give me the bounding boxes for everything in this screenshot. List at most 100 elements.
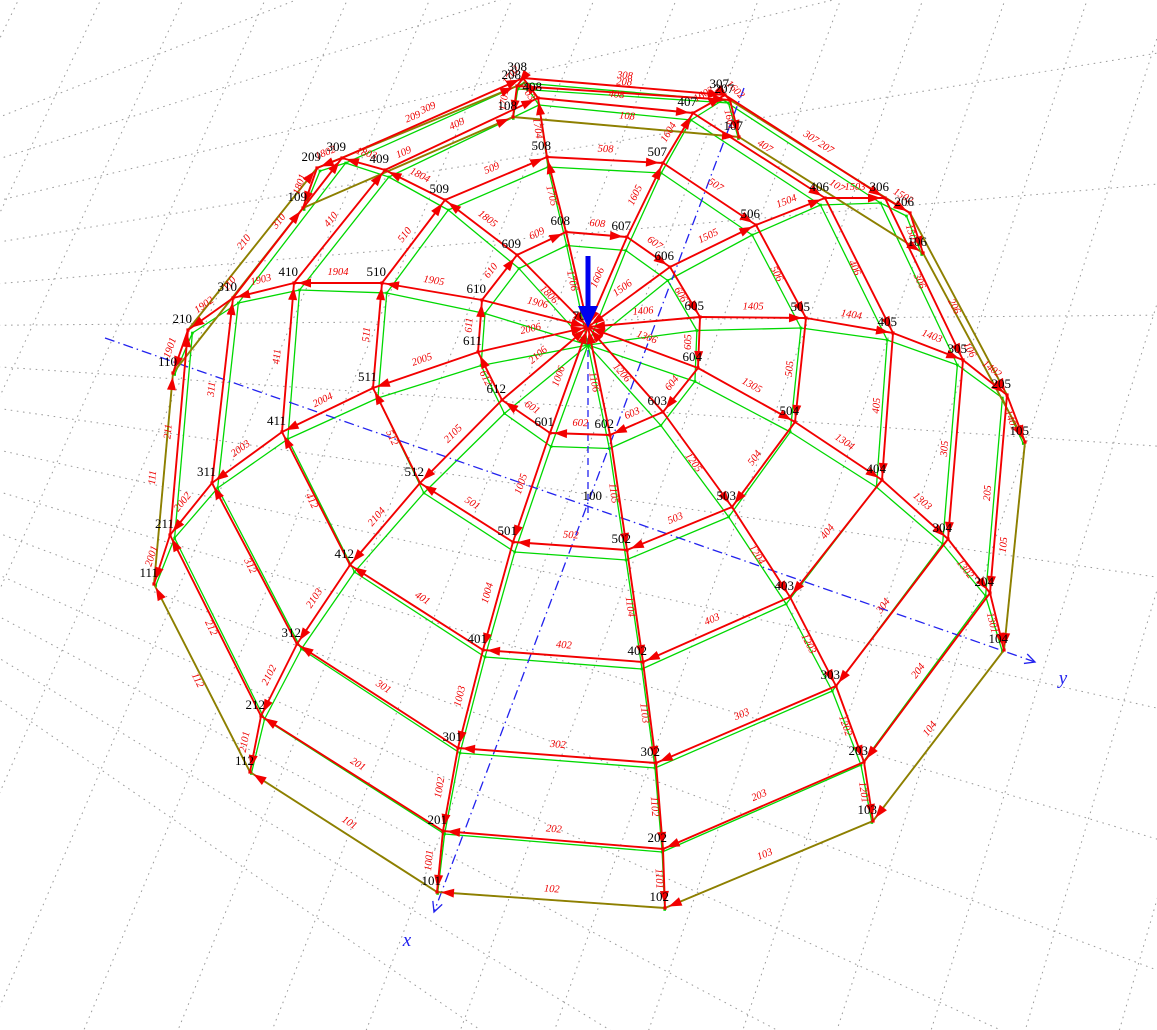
node-label-209: 209 bbox=[302, 149, 322, 164]
node-label-312: 312 bbox=[282, 625, 302, 640]
node-label-110: 110 bbox=[158, 354, 177, 369]
element-label-1204: 1204 bbox=[746, 543, 767, 567]
node-label-608: 608 bbox=[551, 213, 571, 228]
node-label-505: 505 bbox=[791, 299, 811, 314]
node-label-404: 404 bbox=[867, 461, 887, 476]
element-label-410: 410 bbox=[322, 210, 341, 230]
node-label-201: 201 bbox=[428, 812, 448, 827]
element-label-406: 406 bbox=[846, 258, 863, 278]
element-label-1101: 1101 bbox=[653, 868, 665, 889]
element-label-1803: 1803 bbox=[355, 146, 378, 162]
element-label-1601: 1601 bbox=[721, 108, 737, 131]
element-label-1201: 1201 bbox=[856, 781, 870, 803]
element-label-505: 505 bbox=[784, 360, 797, 377]
element-label-305: 305 bbox=[939, 440, 951, 458]
element-label-506: 506 bbox=[768, 265, 786, 285]
node-label-112: 112 bbox=[235, 753, 254, 768]
node-label-403: 403 bbox=[775, 578, 795, 593]
element-label-1704: 1704 bbox=[530, 117, 544, 140]
node-label-408: 408 bbox=[523, 79, 543, 94]
node-label-512: 512 bbox=[405, 464, 425, 479]
node-label-301: 301 bbox=[443, 729, 463, 744]
element-label-108: 108 bbox=[619, 110, 636, 122]
node-label-101: 101 bbox=[422, 873, 442, 888]
node-label-602: 602 bbox=[595, 416, 615, 431]
node-label-203: 203 bbox=[849, 743, 869, 758]
element-label-206: 206 bbox=[945, 297, 962, 317]
node-label-504: 504 bbox=[780, 403, 800, 418]
element-label-208: 208 bbox=[616, 77, 633, 89]
element-label-2006: 2006 bbox=[519, 321, 543, 337]
node-label-407: 407 bbox=[678, 94, 698, 109]
element-label-1004: 1004 bbox=[480, 581, 496, 605]
element-label-207: 207 bbox=[816, 139, 836, 157]
node-label-508: 508 bbox=[532, 138, 552, 153]
element-label-504: 504 bbox=[746, 448, 765, 468]
element-label-1203: 1203 bbox=[798, 632, 817, 656]
element-label-1001: 1001 bbox=[423, 849, 436, 871]
node-label-307: 307 bbox=[710, 76, 730, 91]
element-label-610: 610 bbox=[482, 261, 501, 281]
element-label-311: 311 bbox=[206, 381, 219, 398]
element-label-203: 203 bbox=[750, 788, 769, 804]
node-label-111: 111 bbox=[139, 565, 158, 580]
element-label-408: 408 bbox=[608, 89, 625, 102]
element-label-1105: 1105 bbox=[606, 482, 620, 504]
element-label-1903: 1903 bbox=[249, 272, 272, 288]
node-label-409: 409 bbox=[370, 151, 390, 166]
node-label-506: 506 bbox=[741, 206, 761, 221]
node-label-507: 507 bbox=[648, 144, 668, 159]
node-label-604: 604 bbox=[683, 349, 703, 364]
node-label-308: 308 bbox=[508, 59, 528, 74]
node-label-511: 511 bbox=[358, 369, 377, 384]
node-label-612: 612 bbox=[487, 381, 507, 396]
element-label-1701: 1701 bbox=[498, 89, 512, 111]
y-axis-label: y bbox=[1057, 668, 1068, 689]
element-label-412: 412 bbox=[303, 491, 320, 511]
node-label-303: 303 bbox=[821, 667, 841, 682]
element-label-112: 112 bbox=[189, 671, 206, 690]
element-label-603: 603 bbox=[623, 406, 642, 422]
node-label-108: 108 bbox=[498, 98, 518, 113]
element-label-1302: 1302 bbox=[954, 558, 976, 582]
node-label-304: 304 bbox=[933, 520, 953, 535]
element-label-102: 102 bbox=[543, 883, 560, 895]
element-label-1503: 1503 bbox=[845, 182, 866, 193]
element-label-312: 312 bbox=[241, 556, 259, 577]
element-label-302: 302 bbox=[549, 739, 567, 751]
node-label-406: 406 bbox=[810, 179, 830, 194]
element-label-507: 507 bbox=[706, 176, 726, 194]
node-label-606: 606 bbox=[655, 248, 675, 263]
element-label-605: 605 bbox=[683, 334, 695, 350]
node-label-210: 210 bbox=[173, 311, 193, 326]
node-label-510: 510 bbox=[367, 264, 387, 279]
node-label-411: 411 bbox=[267, 413, 286, 428]
element-label-1006: 1006 bbox=[550, 364, 568, 388]
node-label-107: 107 bbox=[724, 118, 744, 133]
x-axis-label: x bbox=[402, 930, 412, 951]
node-label-306: 306 bbox=[870, 179, 890, 194]
element-label-409: 409 bbox=[448, 116, 468, 133]
element-label-1405: 1405 bbox=[743, 301, 764, 312]
node-label-603: 603 bbox=[648, 393, 668, 408]
node-label-401: 401 bbox=[468, 631, 488, 646]
node-label-102: 102 bbox=[650, 889, 670, 904]
element-label-611: 611 bbox=[463, 317, 475, 333]
coordinate-axes: xy bbox=[104, 87, 1068, 951]
node-label-402: 402 bbox=[628, 643, 648, 658]
element-label-401: 401 bbox=[413, 590, 432, 608]
element-label-608: 608 bbox=[589, 218, 606, 230]
node-label-311: 311 bbox=[197, 464, 216, 479]
element-label-1102: 1102 bbox=[648, 796, 661, 818]
element-direction-arrows bbox=[154, 69, 1024, 907]
element-label-609: 609 bbox=[528, 225, 548, 242]
element-label-402: 402 bbox=[556, 639, 573, 651]
element-label-1002: 1002 bbox=[433, 776, 448, 799]
node-label-302: 302 bbox=[641, 744, 661, 759]
element-label-309: 309 bbox=[418, 100, 438, 117]
node-label-601: 601 bbox=[535, 414, 555, 429]
node-label-212: 212 bbox=[246, 697, 266, 712]
element-label-2005: 2005 bbox=[410, 351, 433, 368]
element-label-602: 602 bbox=[572, 418, 589, 430]
element-label-511: 511 bbox=[361, 327, 373, 343]
